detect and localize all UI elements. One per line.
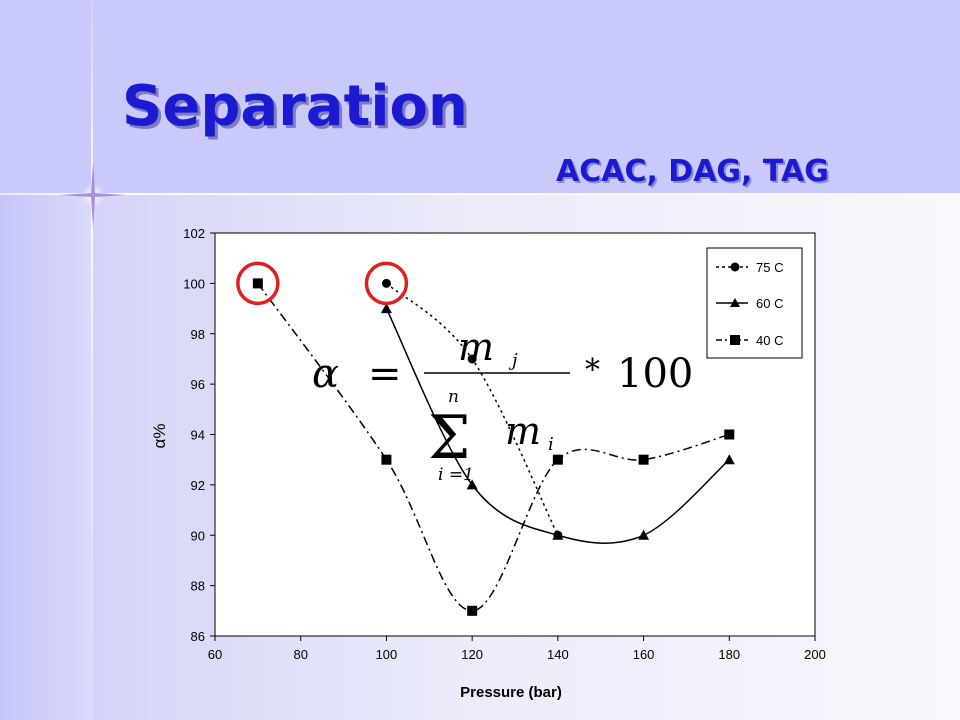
data-point-triangle — [552, 529, 564, 540]
x-tick-label: 200 — [804, 647, 826, 662]
legend-label-75c: 75 C — [756, 260, 783, 275]
y-tick-label: 102 — [183, 226, 205, 241]
formula-alpha: α — [312, 351, 339, 397]
vertical-accent-line — [91, 0, 93, 720]
y-tick-label: 98 — [191, 327, 205, 342]
legend-marker-40c — [730, 335, 740, 345]
formula-sum-symbol: Σ — [428, 403, 470, 473]
legend-label-60c: 60 C — [756, 296, 783, 311]
title-banner — [0, 0, 960, 194]
formula-numerator-m: m — [458, 325, 494, 369]
horizontal-accent-line — [0, 193, 960, 195]
data-point-triangle — [723, 454, 735, 465]
data-point-square — [381, 454, 392, 465]
data-point-square — [724, 429, 735, 440]
chart-legend: 75 C 60 C 40 C — [706, 247, 803, 359]
y-tick-label: 88 — [191, 579, 205, 594]
formula-sub-i: i — [548, 434, 554, 455]
y-tick-label: 90 — [191, 528, 205, 543]
y-axis-title: α% — [150, 424, 169, 449]
data-point-square — [467, 605, 478, 616]
formula-constant: 100 — [617, 351, 693, 397]
formula-sum-lower: i =1 — [438, 465, 474, 485]
y-tick-label: 94 — [191, 428, 205, 443]
data-point-square — [638, 454, 649, 465]
formula-denominator-m: m — [505, 409, 541, 453]
formula-sum-upper: n — [448, 387, 459, 407]
y-tick-label: 100 — [183, 276, 205, 291]
x-tick-label: 160 — [633, 647, 655, 662]
data-point-circle — [381, 278, 391, 288]
slide-subtitle: ACAC, DAG, TAG — [556, 154, 829, 189]
legend-marker-75c — [730, 262, 740, 272]
formula-sub-j: j — [508, 350, 518, 371]
x-tick-label: 120 — [461, 647, 483, 662]
alpha-formula: α = m j n Σ m i i =1 * 100 — [312, 325, 693, 485]
data-point-circle — [467, 354, 477, 364]
highlight-circle — [236, 261, 280, 306]
y-tick-label: 92 — [191, 478, 205, 493]
x-tick-label: 100 — [376, 647, 398, 662]
highlight-circle — [364, 261, 409, 306]
data-point-triangle — [466, 479, 478, 490]
series-line-0 — [385, 282, 559, 536]
legend-marker-60c — [730, 298, 740, 307]
data-point-square — [252, 278, 263, 289]
x-tick-label: 180 — [718, 647, 740, 662]
x-tick-label: 140 — [547, 647, 569, 662]
x-tick-label: 60 — [208, 647, 222, 662]
y-tick-label: 96 — [191, 377, 205, 392]
data-point-square — [552, 454, 563, 465]
x-axis-title: Pressure (bar) — [460, 684, 562, 701]
sparkle-star-icon — [60, 162, 126, 228]
x-tick-label: 80 — [293, 647, 307, 662]
left-side-band — [0, 194, 92, 720]
legend-label-40c: 40 C — [756, 333, 783, 348]
slide-title: Separation — [122, 74, 468, 139]
data-point-triangle — [380, 303, 392, 314]
series-line-2 — [257, 282, 730, 612]
data-point-triangle — [638, 529, 650, 540]
formula-equals: = — [368, 351, 402, 397]
series-line-1 — [385, 308, 730, 544]
formula-times: * — [585, 353, 600, 388]
y-tick-label: 86 — [191, 629, 205, 644]
